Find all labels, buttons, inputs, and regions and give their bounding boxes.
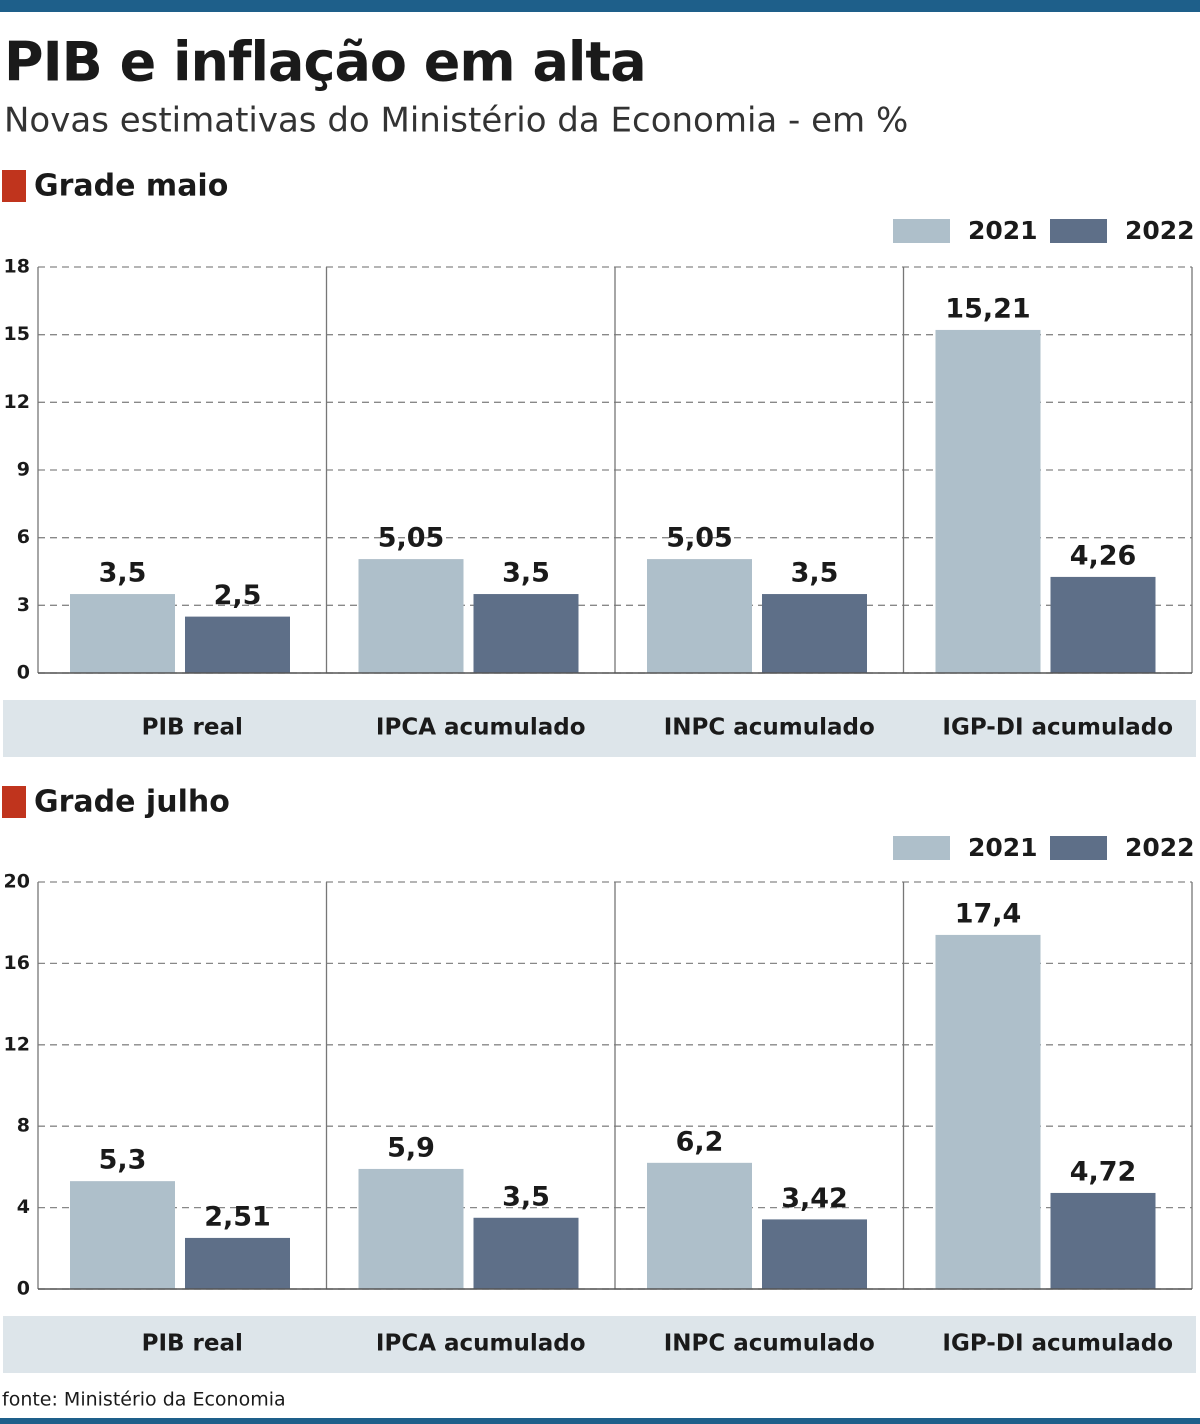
y-tick-label: 4 <box>17 1196 30 1218</box>
bar <box>473 1217 579 1289</box>
legend-label: 2022 <box>1125 216 1195 245</box>
y-tick-label: 20 <box>4 871 30 893</box>
y-tick-label: 8 <box>17 1115 30 1137</box>
bar <box>185 616 290 673</box>
bar <box>185 1237 290 1289</box>
y-tick-label: 15 <box>4 323 30 345</box>
legend-swatch <box>1050 836 1107 860</box>
bar <box>647 1162 752 1289</box>
y-tick-label: 9 <box>17 459 30 481</box>
y-tick-label: 0 <box>17 1278 30 1300</box>
legend-label: 2022 <box>1125 833 1195 862</box>
value-label: 5,05 <box>666 523 733 554</box>
value-label: 17,4 <box>955 898 1022 929</box>
value-label: 5,05 <box>378 523 445 554</box>
category-band <box>3 1316 1196 1373</box>
value-label: 15,21 <box>945 293 1030 324</box>
value-label: 3,5 <box>502 558 550 589</box>
value-label: 5,3 <box>99 1145 147 1176</box>
bar <box>762 1219 867 1289</box>
bar <box>762 594 867 673</box>
value-label: 3,5 <box>99 558 147 589</box>
section-title: Grade julho <box>34 785 230 820</box>
value-label: 4,26 <box>1070 540 1137 571</box>
value-label: 3,5 <box>502 1181 550 1212</box>
bar <box>935 329 1041 673</box>
top-bar <box>0 0 1200 12</box>
subtitle: Novas estimativas do Ministério da Econo… <box>4 101 908 141</box>
bar <box>935 934 1041 1289</box>
y-tick-label: 16 <box>4 952 30 974</box>
legend-label: 2021 <box>968 216 1038 245</box>
bar <box>70 1181 175 1289</box>
y-tick-label: 12 <box>4 1033 30 1055</box>
value-label: 3,5 <box>791 558 839 589</box>
y-tick-label: 18 <box>4 256 30 278</box>
y-tick-label: 3 <box>17 594 30 616</box>
legend-label: 2021 <box>968 833 1038 862</box>
legend-swatch <box>1050 219 1107 243</box>
bar <box>358 559 464 673</box>
y-tick-label: 0 <box>17 662 30 684</box>
x-tick-label: IGP-DI acumulado <box>942 1331 1173 1357</box>
source: fonte: Ministério da Economia <box>2 1389 286 1411</box>
bar <box>70 594 175 673</box>
value-label: 2,5 <box>214 580 262 611</box>
bar <box>358 1168 464 1289</box>
section-marker <box>2 170 26 202</box>
x-tick-label: PIB real <box>142 1331 243 1357</box>
legend-swatch <box>893 219 950 243</box>
section-title: Grade maio <box>34 169 228 204</box>
value-label: 6,2 <box>676 1126 724 1157</box>
section-marker <box>2 786 26 818</box>
bottom-bar <box>0 1418 1200 1424</box>
x-tick-label: PIB real <box>142 715 243 741</box>
category-band <box>3 700 1196 757</box>
x-tick-label: INPC acumulado <box>664 1331 875 1357</box>
x-tick-label: IPCA acumulado <box>376 715 586 741</box>
value-label: 3,42 <box>781 1183 848 1214</box>
bar <box>647 559 752 673</box>
value-label: 4,72 <box>1070 1156 1137 1187</box>
x-tick-label: INPC acumulado <box>664 715 875 741</box>
bar <box>473 594 579 673</box>
x-tick-label: IGP-DI acumulado <box>942 715 1173 741</box>
bar <box>1050 576 1156 673</box>
title: PIB e inflação em alta <box>4 31 646 94</box>
x-tick-label: IPCA acumulado <box>376 1331 586 1357</box>
value-label: 2,51 <box>204 1201 271 1232</box>
legend-swatch <box>893 836 950 860</box>
y-tick-label: 12 <box>4 391 30 413</box>
bar <box>1050 1192 1156 1289</box>
y-tick-label: 6 <box>17 526 30 548</box>
value-label: 5,9 <box>387 1132 435 1163</box>
